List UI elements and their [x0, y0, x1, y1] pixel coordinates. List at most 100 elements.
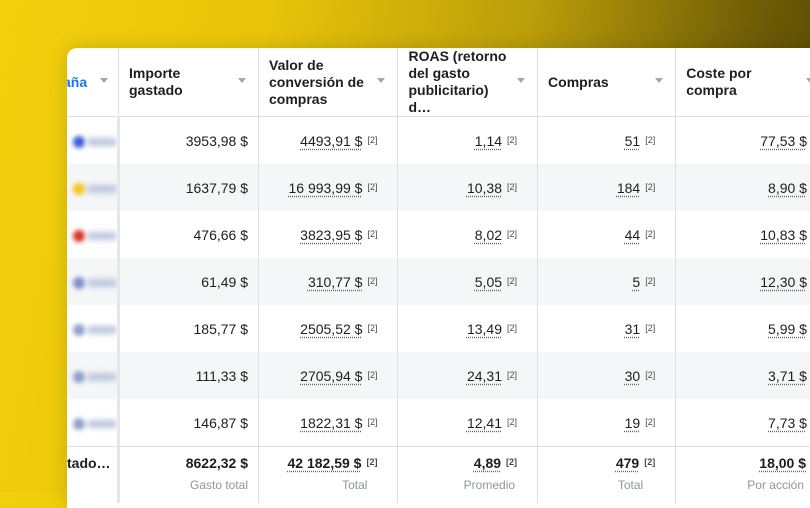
total-value[interactable]: 18,00 $	[759, 455, 806, 471]
table-row[interactable]: 146,87 $ 1822,31 $ [2] 12,41 [2] 19 [2] 7,73 $[…	[67, 399, 810, 447]
campaign-name-blurred	[87, 372, 116, 381]
campaign-status-icon	[73, 323, 85, 336]
footnote-marker[interactable]: [2]	[507, 416, 518, 427]
purchases-cell-value[interactable]: 51	[624, 132, 641, 149]
cost-per-purchase-cell-value[interactable]: 77,53 $	[760, 132, 807, 149]
table-row[interactable]: 185,77 $ 2505,52 $ [2] 13,49 [2] 31 [2] 5,99 $[…	[67, 305, 810, 352]
footnote-marker[interactable]: [2]	[645, 275, 656, 286]
amount-spent-cell: 146,87 $	[118, 399, 260, 447]
cost-per-purchase-cell-value[interactable]: 3,71 $	[768, 367, 807, 384]
cost-per-purchase-cell-value[interactable]: 12,30 $	[760, 273, 807, 290]
total-value[interactable]: 4,89	[473, 455, 502, 471]
sort-caret-icon[interactable]	[377, 78, 386, 83]
sort-caret-icon[interactable]	[655, 78, 664, 83]
footnote-marker[interactable]: [2]	[507, 134, 518, 145]
total-value[interactable]: 479	[615, 455, 640, 471]
total-caption: Por acción	[747, 478, 804, 492]
footnote-marker[interactable]: [2]	[644, 457, 656, 467]
footnote-marker[interactable]: [2]	[645, 369, 656, 380]
column-header-label: Valor de conversión de compras	[269, 56, 364, 107]
total-value: 8622,32 $	[185, 455, 249, 471]
roas-cell-value[interactable]: 13,49	[466, 320, 503, 337]
footnote-marker[interactable]: [2]	[367, 275, 378, 286]
footnote-marker[interactable]: [2]	[507, 181, 518, 192]
campaign-cell[interactable]	[67, 258, 120, 305]
sort-caret-icon[interactable]	[100, 78, 108, 83]
total-value[interactable]: 42 182,59 $	[287, 455, 362, 471]
purchases-cell-value[interactable]: 30	[624, 367, 641, 384]
cost-per-purchase-cell-value[interactable]: 5,99 $	[768, 320, 807, 337]
roas-cell-value[interactable]: 1,14	[474, 132, 503, 149]
table-row[interactable]: 1637,79 $ 16 993,99 $ [2] 10,38 [2] 184 [2] 8,9…	[67, 164, 810, 211]
table-row[interactable]: 111,33 $ 2705,94 $ [2] 24,31 [2] 30 [2] 3,71 $[…	[67, 352, 810, 399]
cost-per-purchase-cell-value[interactable]: 7,73 $	[768, 414, 807, 431]
purchases-cell-value[interactable]: 44	[624, 226, 641, 243]
cost-per-purchase-cell-value[interactable]: 8,90 $	[768, 179, 807, 196]
conversion-value-cell-value[interactable]: 3823,95 $	[300, 226, 363, 243]
column-header-roas[interactable]: ROAS (retorno del gasto publicitario) d…	[397, 48, 539, 117]
roas-cell-value[interactable]: 5,05	[474, 273, 503, 290]
footnote-marker[interactable]: [2]	[506, 457, 518, 467]
sort-caret-icon[interactable]	[806, 78, 810, 83]
conversion-value-cell: 2705,94 $ [2]	[258, 352, 399, 399]
column-header-purchases[interactable]: Compras	[537, 48, 677, 117]
table-header-row: aña Importe gastado Valor de conversión …	[67, 48, 810, 117]
conversion-value-cell-value[interactable]: 4493,91 $	[300, 132, 363, 149]
footnote-marker[interactable]: [2]	[645, 228, 656, 239]
footnote-marker[interactable]: [2]	[367, 369, 378, 380]
conversion-value-cell-value[interactable]: 16 993,99 $	[288, 179, 363, 196]
campaign-cell[interactable]	[67, 116, 120, 164]
footnote-marker[interactable]: [2]	[367, 181, 378, 192]
roas-cell-value[interactable]: 10,38	[466, 179, 503, 196]
purchases-cell-value[interactable]: 19	[624, 414, 641, 431]
conversion-value-cell-value[interactable]: 1822,31 $	[300, 414, 363, 431]
roas-cell-value[interactable]: 12,41	[466, 414, 503, 431]
cost-per-purchase-cell: 10,83 $[2]	[675, 211, 810, 258]
roas-cell-value[interactable]: 24,31	[466, 367, 503, 384]
footnote-marker[interactable]: [2]	[507, 369, 518, 380]
column-header-campaign[interactable]: aña	[67, 48, 119, 117]
roas-cell: 24,31 [2]	[397, 352, 539, 399]
ads-manager-table-panel: aña Importe gastado Valor de conversión …	[67, 48, 810, 508]
campaign-cell[interactable]	[67, 305, 120, 352]
footnote-marker[interactable]: [2]	[367, 416, 378, 427]
column-header-amount-spent[interactable]: Importe gastado	[118, 48, 260, 117]
conversion-value-cell-value[interactable]: 310,77 $	[307, 273, 363, 290]
campaign-cell[interactable]	[67, 164, 120, 211]
roas-cell-value[interactable]: 8,02	[474, 226, 503, 243]
footnote-marker[interactable]: [2]	[367, 228, 378, 239]
footnote-marker[interactable]: [2]	[645, 134, 656, 145]
column-header-conversion-value[interactable]: Valor de conversión de compras	[258, 48, 399, 117]
table-row[interactable]: 3953,98 $ 4493,91 $ [2] 1,14 [2] 51 [2] 77,53 $…	[67, 116, 810, 164]
column-header-cost-per-purchase[interactable]: Coste por compra	[675, 48, 810, 117]
amount-spent-value: 111,33 $	[195, 367, 249, 384]
campaign-cell[interactable]	[67, 211, 120, 258]
conversion-value-cell-value[interactable]: 2505,52 $	[300, 320, 363, 337]
footnote-marker[interactable]: [2]	[645, 181, 656, 192]
sort-caret-icon[interactable]	[517, 78, 526, 83]
purchases-cell: 44 [2]	[537, 211, 677, 258]
purchases-cell-value[interactable]: 184	[616, 179, 641, 196]
footnote-marker[interactable]: [2]	[367, 322, 378, 333]
campaign-cell[interactable]	[67, 352, 120, 399]
campaign-status-icon	[73, 182, 85, 195]
footnote-marker[interactable]: [2]	[507, 322, 518, 333]
total-amount-spent: 8622,32 $ Gasto total	[118, 446, 260, 503]
cost-per-purchase-cell: 5,99 $[2]	[675, 305, 810, 352]
campaign-cell[interactable]	[67, 399, 120, 447]
table-row[interactable]: 476,66 $ 3823,95 $ [2] 8,02 [2] 44 [2] 10,83 $[…	[67, 211, 810, 258]
footnote-marker[interactable]: [2]	[366, 457, 378, 467]
purchases-cell: 184 [2]	[537, 164, 677, 211]
purchases-cell-value[interactable]: 31	[624, 320, 641, 337]
purchases-cell-value[interactable]: 5	[632, 273, 641, 290]
table-row[interactable]: 61,49 $ 310,77 $ [2] 5,05 [2] 5 [2] 12,30 $[2]	[67, 258, 810, 305]
footnote-marker[interactable]: [2]	[645, 322, 656, 333]
footnote-marker[interactable]: [2]	[507, 275, 518, 286]
footnote-marker[interactable]: [2]	[645, 416, 656, 427]
cost-per-purchase-cell: 8,90 $[2]	[675, 164, 810, 211]
sort-caret-icon[interactable]	[238, 78, 247, 83]
footnote-marker[interactable]: [2]	[507, 228, 518, 239]
footnote-marker[interactable]: [2]	[367, 134, 378, 145]
conversion-value-cell-value[interactable]: 2705,94 $	[300, 367, 363, 384]
cost-per-purchase-cell-value[interactable]: 10,83 $	[760, 226, 807, 243]
